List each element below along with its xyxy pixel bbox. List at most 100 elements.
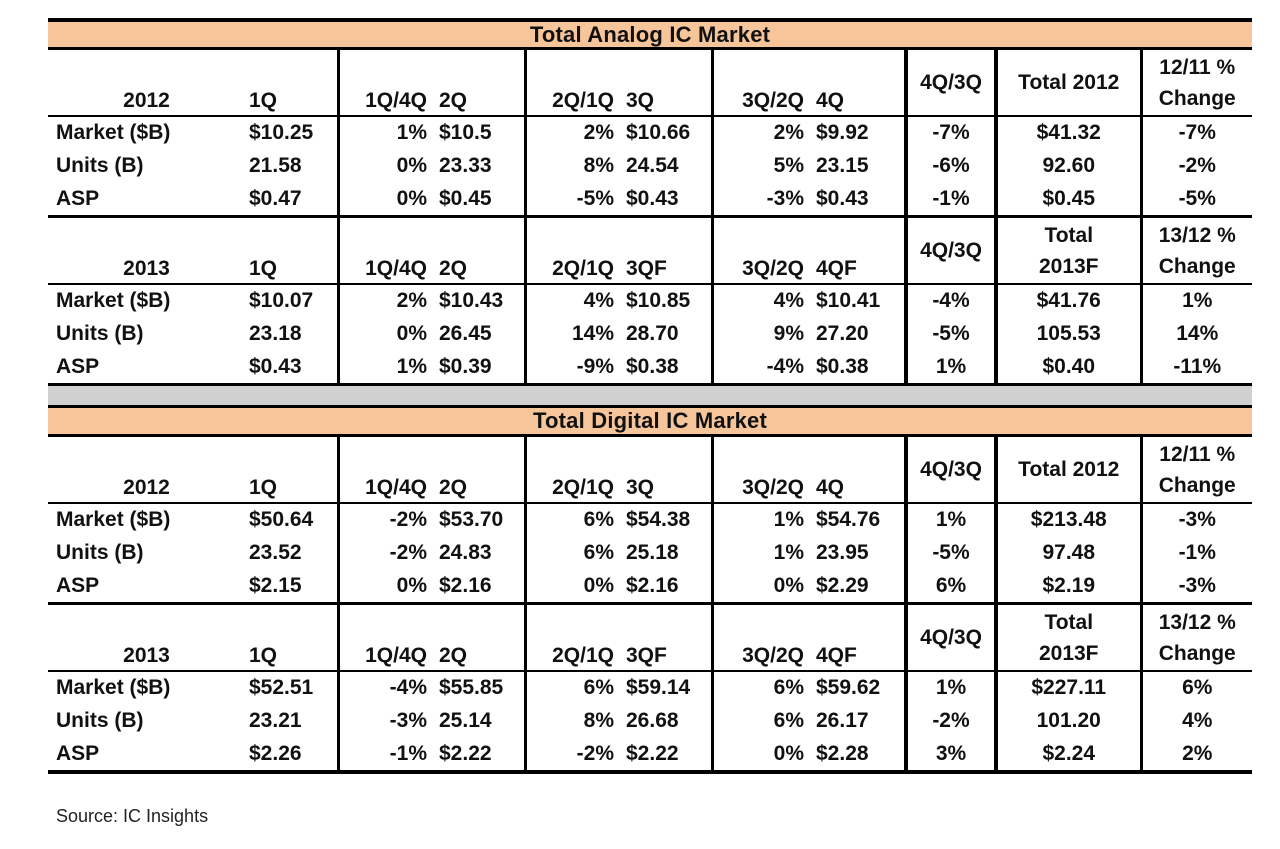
row-label: Units (B) xyxy=(56,321,144,345)
change-cell: 6% xyxy=(1139,671,1252,704)
column-header: 4Q/3Q xyxy=(904,605,996,672)
column-header: 1Q/4Q xyxy=(336,50,433,117)
data-cell: -5% xyxy=(904,536,996,569)
data-cell: -5% xyxy=(523,182,620,215)
data-cell: 0% xyxy=(336,317,433,350)
data-cell: 0% xyxy=(710,737,810,770)
data-cell: 27.20 xyxy=(816,321,869,345)
total-cell: $2.19 xyxy=(994,569,1141,602)
data-cell: $10.07 xyxy=(249,289,314,312)
data-cell: $10.85 xyxy=(626,289,691,312)
column-header: 1Q/4Q xyxy=(336,605,433,672)
data-cell: 28.70 xyxy=(626,321,679,345)
data-cell: $10.43 xyxy=(439,289,504,312)
data-cell: 23.18 xyxy=(249,321,302,345)
total-cell: $0.45 xyxy=(994,182,1141,215)
column-header: 3Q xyxy=(620,50,712,117)
data-cell: $2.29 xyxy=(816,573,869,597)
column-header: 3QF xyxy=(620,605,712,672)
data-cell: $9.92 xyxy=(816,121,869,144)
change-cell: -3% xyxy=(1139,503,1252,536)
row-label: ASP xyxy=(56,354,100,378)
table-row: Units (B) 23.21 -3% 25.14 8% 26.68 6% 26.17 -2% 1… xyxy=(48,704,1252,737)
row-label: Units (B) xyxy=(56,540,144,564)
total-header: Total 2012 xyxy=(994,50,1141,117)
data-cell: $2.22 xyxy=(439,741,492,765)
data-cell: 6% xyxy=(710,704,810,737)
data-cell: $0.39 xyxy=(439,354,492,378)
data-cell: 1% xyxy=(904,503,996,536)
column-header: 3Q/2Q xyxy=(710,218,810,285)
column-header: 2Q/1Q xyxy=(523,218,620,285)
row-label: Units (B) xyxy=(56,153,144,177)
column-header: 3Q xyxy=(620,437,712,504)
header-row: 2012 1Q 1Q/4Q 2Q 2Q/1Q 3Q 3Q/2Q 4Q 4Q/3Q Total 20… xyxy=(48,50,1252,117)
data-cell: -9% xyxy=(523,350,620,383)
year-header: 2012 xyxy=(48,437,243,504)
column-header: 3Q/2Q xyxy=(710,50,810,117)
table-row: ASP $2.26 -1% $2.22 -2% $2.22 0% $2.28 3% $2.24 2% xyxy=(48,737,1252,770)
data-cell: 1% xyxy=(710,503,810,536)
table-row: ASP $0.47 0% $0.45 -5% $0.43 -3% $0.43 -1% $0.45-… xyxy=(48,182,1252,215)
data-cell: -1% xyxy=(336,737,433,770)
data-cell: -2% xyxy=(336,536,433,569)
data-cell: 0% xyxy=(523,569,620,602)
change-cell: 4% xyxy=(1139,704,1252,737)
column-header: 1Q xyxy=(243,437,338,504)
data-cell: $2.22 xyxy=(626,741,679,765)
total-header: Total 2013F xyxy=(994,218,1141,285)
header-row: 2013 1Q 1Q/4Q 2Q 2Q/1Q 3QF 3Q/2Q 4QF 4Q/3Q Total 2… xyxy=(48,218,1252,285)
data-cell: 1% xyxy=(904,350,996,383)
row-label: Units (B) xyxy=(56,708,144,732)
change-cell: -5% xyxy=(1139,182,1252,215)
column-header: 1Q/4Q xyxy=(336,437,433,504)
total-cell: $213.48 xyxy=(994,503,1141,536)
row-label: ASP xyxy=(56,573,100,597)
data-cell: 8% xyxy=(523,704,620,737)
data-cell: -4% xyxy=(336,671,433,704)
change-header: 13/12 % Change xyxy=(1139,605,1252,672)
data-cell: 23.15 xyxy=(816,153,869,177)
data-cell: 6% xyxy=(904,569,996,602)
data-cell: 0% xyxy=(336,182,433,215)
data-cell: 25.14 xyxy=(439,708,492,732)
total-cell: 97.48 xyxy=(994,536,1141,569)
total-cell: $227.11 xyxy=(994,671,1141,704)
column-header: 4Q/3Q xyxy=(904,437,996,504)
column-header: 2Q xyxy=(433,50,525,117)
data-cell: $0.38 xyxy=(626,354,679,378)
data-cell: 26.17 xyxy=(816,708,869,732)
table-row: Units (B) 23.18 0% 26.45 14% 28.70 9% 27.20 -5% 1… xyxy=(48,317,1252,350)
data-cell: 2% xyxy=(710,116,810,149)
data-cell: 14% xyxy=(523,317,620,350)
year-header: 2013 xyxy=(48,605,243,672)
data-cell: -3% xyxy=(336,704,433,737)
data-cell: 1% xyxy=(336,116,433,149)
data-cell: 2% xyxy=(336,284,433,317)
table-section: 2013 1Q 1Q/4Q 2Q 2Q/1Q 3QF 3Q/2Q 4QF 4Q/3Q Total 2… xyxy=(48,605,1252,774)
data-cell: -2% xyxy=(904,704,996,737)
column-header: 4Q xyxy=(810,50,906,117)
data-cell: $55.85 xyxy=(439,676,504,699)
change-cell: -2% xyxy=(1139,149,1252,182)
row-label: Market ($B) xyxy=(56,289,171,312)
data-cell: $59.62 xyxy=(816,676,881,699)
row-label: ASP xyxy=(56,186,100,210)
data-cell: 0% xyxy=(336,149,433,182)
data-cell: -2% xyxy=(523,737,620,770)
source-note: Source: IC Insights xyxy=(56,806,209,826)
change-cell: -3% xyxy=(1139,569,1252,602)
data-cell: 25.18 xyxy=(626,540,679,564)
column-header: 1Q xyxy=(243,218,338,285)
column-header: 4Q xyxy=(810,437,906,504)
data-cell: 1% xyxy=(710,536,810,569)
total-cell: 101.20 xyxy=(994,704,1141,737)
total-header: Total 2012 xyxy=(994,437,1141,504)
total-cell: 92.60 xyxy=(994,149,1141,182)
data-cell: 5% xyxy=(710,149,810,182)
data-cell: 23.33 xyxy=(439,153,492,177)
column-header: 2Q xyxy=(433,437,525,504)
table-row: Market ($B) $50.64 -2% $53.70 6% $54.38 1% $54.… xyxy=(48,503,1252,536)
data-cell: -2% xyxy=(336,503,433,536)
data-cell: $2.16 xyxy=(626,573,679,597)
